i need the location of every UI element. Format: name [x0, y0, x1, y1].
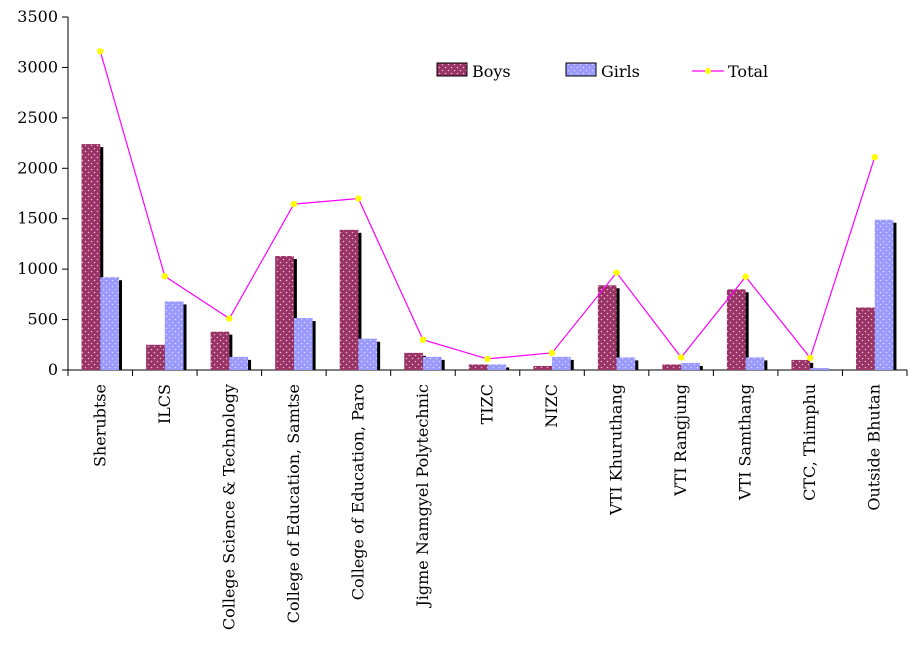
total-point	[871, 153, 878, 161]
category-label: CTC, Thimphu	[800, 384, 819, 501]
category-label: College of Education, Paro	[348, 384, 367, 600]
total-point	[548, 349, 556, 357]
bar-boys	[404, 352, 423, 370]
bar-boys	[856, 307, 875, 370]
bar-boys	[339, 229, 359, 370]
legend: Boys Girls Total	[436, 62, 768, 81]
bar-girls	[874, 219, 894, 370]
total-line	[99, 51, 876, 360]
bar-girls	[487, 364, 507, 370]
category-label: College of Education, Samtse	[284, 384, 303, 623]
legend-boys-label: Boys	[472, 62, 511, 81]
bar-boys	[533, 365, 553, 370]
bar-boys	[146, 344, 165, 370]
category-label: VTI Khuruthang	[607, 384, 626, 516]
total-point	[806, 354, 814, 362]
total-point	[290, 200, 298, 208]
category-label: Sherubtse	[90, 384, 109, 467]
category-label: College Science & Technology	[219, 384, 238, 630]
bars	[81, 144, 897, 370]
bar-boys	[726, 289, 746, 370]
bar-boys	[468, 364, 488, 370]
bar-girls	[552, 356, 571, 370]
total-point	[613, 269, 620, 276]
total-point	[742, 273, 749, 280]
total-point	[226, 315, 233, 322]
bar-girls	[229, 356, 249, 370]
bar-girls	[293, 318, 313, 370]
category-label: NIZC	[542, 384, 561, 428]
category-labels: Sherubtse ILCS College Science & Technolog…	[90, 384, 883, 630]
bar-girls	[358, 338, 378, 370]
bar-girls	[616, 357, 636, 370]
bar-girls	[810, 367, 829, 370]
bar-girls	[100, 277, 119, 370]
legend-girls-swatch	[565, 62, 597, 77]
category-label: ILCS	[155, 384, 174, 424]
total-point	[355, 195, 362, 202]
y-tick-label: 1500	[17, 209, 58, 228]
legend-girls-label: Girls	[601, 62, 640, 81]
bar-girls	[681, 362, 700, 370]
y-tick-label: 2000	[17, 158, 58, 177]
bar-boys	[662, 364, 682, 370]
legend-total-label: Total	[728, 62, 768, 81]
category-label: VTI Samthang	[736, 384, 755, 501]
bar-boys	[791, 359, 811, 370]
category-label: Outside Bhutan	[865, 384, 884, 511]
y-tick-label: 0	[48, 360, 58, 379]
bar-girls	[422, 356, 442, 370]
total-point	[677, 354, 685, 361]
axes: 0 500 1000 1500 2000 2500 3000 3500	[17, 7, 908, 379]
legend-boys-swatch	[436, 62, 468, 77]
legend-total-marker	[705, 68, 711, 74]
bar-boys	[81, 144, 101, 370]
y-tick-label: 1000	[17, 259, 58, 278]
total-point	[97, 48, 104, 55]
total-point	[161, 273, 169, 280]
total-line-group	[97, 48, 878, 363]
y-tick-label: 3500	[17, 7, 58, 26]
total-point	[419, 336, 427, 343]
bar-boys	[597, 285, 617, 370]
y-tick-label: 2500	[17, 108, 58, 127]
bar-boys	[275, 256, 294, 370]
category-label: Jigme Namgyel Polytechnic	[413, 384, 432, 609]
category-label: VTI Rangjung	[671, 384, 690, 497]
category-label: TIZC	[478, 384, 497, 424]
total-point	[484, 355, 491, 363]
bar-girls	[164, 301, 184, 370]
y-tick-label: 500	[27, 310, 58, 329]
y-tick-label: 3000	[17, 57, 58, 76]
bar-boys	[210, 331, 230, 370]
bar-girls	[745, 357, 765, 370]
